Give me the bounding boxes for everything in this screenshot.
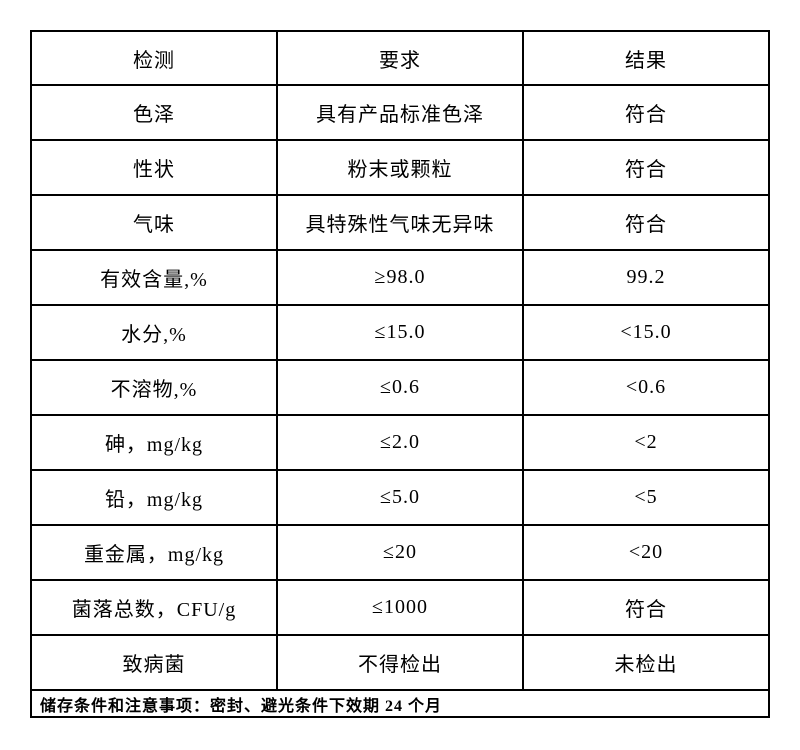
cell-requirement: ≤5.0 [276, 469, 524, 526]
cell-result: 符合 [522, 579, 770, 636]
table-row: 有效含量,% ≥98.0 99.2 [30, 249, 770, 306]
table-footer-row: 储存条件和注意事项：密封、避光条件下效期 24 个月 [30, 689, 770, 718]
cell-test-item: 菌落总数，CFU/g [30, 579, 278, 636]
table-row: 致病菌 不得检出 未检出 [30, 634, 770, 691]
cell-result: <15.0 [522, 304, 770, 361]
cell-test-item: 气味 [30, 194, 278, 251]
table-row: 气味 具特殊性气味无异味 符合 [30, 194, 770, 251]
cell-result: <0.6 [522, 359, 770, 416]
cell-requirement: 粉末或颗粒 [276, 139, 524, 196]
cell-result: 未检出 [522, 634, 770, 691]
cell-test-item: 铅，mg/kg [30, 469, 278, 526]
cell-requirement: 具有产品标准色泽 [276, 84, 524, 141]
storage-note: 储存条件和注意事项：密封、避光条件下效期 24 个月 [30, 689, 770, 718]
cell-test-item: 重金属，mg/kg [30, 524, 278, 581]
table-row: 色泽 具有产品标准色泽 符合 [30, 84, 770, 141]
table-row: 砷，mg/kg ≤2.0 <2 [30, 414, 770, 471]
cell-test-item: 水分,% [30, 304, 278, 361]
cell-requirement: 具特殊性气味无异味 [276, 194, 524, 251]
cell-result: <2 [522, 414, 770, 471]
cell-requirement: ≤0.6 [276, 359, 524, 416]
table-row: 不溶物,% ≤0.6 <0.6 [30, 359, 770, 416]
cell-result: <20 [522, 524, 770, 581]
cell-requirement: ≥98.0 [276, 249, 524, 306]
cell-requirement: ≤15.0 [276, 304, 524, 361]
cell-test-item: 色泽 [30, 84, 278, 141]
cell-test-item: 性状 [30, 139, 278, 196]
header-requirement: 要求 [276, 30, 524, 86]
cell-result: 符合 [522, 84, 770, 141]
cell-test-item: 砷，mg/kg [30, 414, 278, 471]
table-row: 铅，mg/kg ≤5.0 <5 [30, 469, 770, 526]
header-test-item: 检测 [30, 30, 278, 86]
cell-test-item: 致病菌 [30, 634, 278, 691]
table-row: 菌落总数，CFU/g ≤1000 符合 [30, 579, 770, 636]
cell-test-item: 有效含量,% [30, 249, 278, 306]
cell-requirement: ≤2.0 [276, 414, 524, 471]
cell-requirement: ≤1000 [276, 579, 524, 636]
cell-result: <5 [522, 469, 770, 526]
cell-requirement: ≤20 [276, 524, 524, 581]
inspection-table: 检测 要求 结果 色泽 具有产品标准色泽 符合 性状 粉末或颗粒 符合 气味 具… [30, 30, 770, 718]
table-row: 性状 粉末或颗粒 符合 [30, 139, 770, 196]
cell-result: 99.2 [522, 249, 770, 306]
cell-test-item: 不溶物,% [30, 359, 278, 416]
table-header-row: 检测 要求 结果 [30, 30, 770, 86]
cell-result: 符合 [522, 139, 770, 196]
table-row: 重金属，mg/kg ≤20 <20 [30, 524, 770, 581]
cell-requirement: 不得检出 [276, 634, 524, 691]
table-row: 水分,% ≤15.0 <15.0 [30, 304, 770, 361]
cell-result: 符合 [522, 194, 770, 251]
header-result: 结果 [522, 30, 770, 86]
